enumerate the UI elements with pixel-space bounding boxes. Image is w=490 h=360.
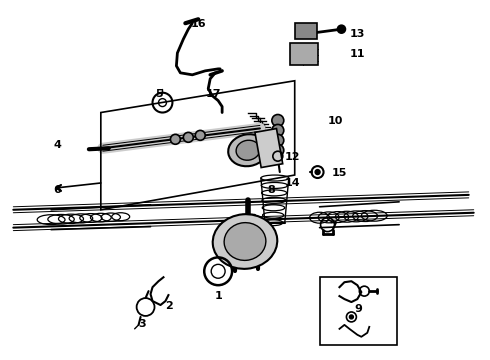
Text: 14: 14 [285,178,300,188]
Bar [294,23,317,39]
Text: 17: 17 [205,89,221,99]
Text: 1: 1 [215,291,223,301]
Text: 4: 4 [53,140,61,150]
Ellipse shape [228,134,268,166]
Bar [255,129,283,167]
Ellipse shape [224,222,266,260]
Text: 8: 8 [268,185,275,195]
Text: 11: 11 [349,49,365,59]
Circle shape [315,170,320,175]
Circle shape [183,132,193,142]
Circle shape [272,144,284,156]
Circle shape [196,130,205,140]
Text: 13: 13 [349,29,365,39]
Circle shape [338,25,345,33]
Text: 9: 9 [354,304,362,314]
Bar [319,277,397,345]
Text: 6: 6 [53,185,61,195]
Ellipse shape [213,214,277,269]
Text: 2: 2 [166,301,173,311]
Circle shape [272,114,284,126]
Text: 16: 16 [190,19,206,29]
Circle shape [272,125,284,136]
Text: 7: 7 [329,222,337,232]
Circle shape [349,315,353,319]
Circle shape [171,134,180,144]
Text: 12: 12 [285,152,300,162]
Ellipse shape [236,140,260,160]
Text: 5: 5 [155,89,163,99]
Text: 3: 3 [139,319,146,329]
Text: 10: 10 [327,116,343,126]
Text: 15: 15 [332,168,347,178]
Bar [290,43,318,65]
Circle shape [272,134,284,146]
